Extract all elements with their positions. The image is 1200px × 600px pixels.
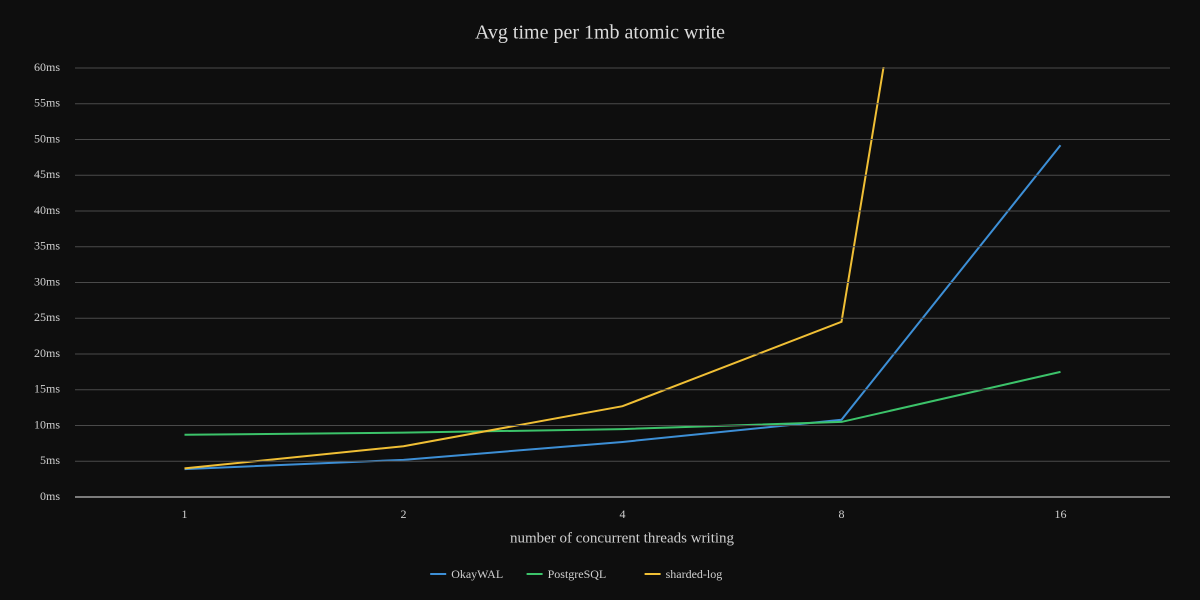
x-axis-label: number of concurrent threads writing: [510, 530, 735, 546]
y-tick-label: 20ms: [34, 346, 60, 360]
y-tick-label: 30ms: [34, 274, 60, 288]
y-tick-label: 0ms: [40, 489, 60, 503]
y-tick-label: 35ms: [34, 239, 60, 253]
y-tick-label: 50ms: [34, 131, 60, 145]
y-tick-label: 45ms: [34, 167, 60, 181]
y-tick-label: 5ms: [40, 453, 60, 467]
y-tick-label: 10ms: [34, 417, 60, 431]
x-tick-label: 4: [620, 507, 626, 521]
y-tick-label: 55ms: [34, 96, 60, 110]
x-tick-label: 2: [401, 507, 407, 521]
x-tick-label: 16: [1055, 507, 1067, 521]
x-tick-label: 1: [182, 507, 188, 521]
legend-label: sharded-log: [666, 567, 723, 581]
legend-label: PostgreSQL: [548, 567, 607, 581]
y-tick-label: 15ms: [34, 382, 60, 396]
series-line: [184, 144, 1062, 471]
x-tick-label: 8: [839, 507, 845, 521]
chart-title: Avg time per 1mb atomic write: [475, 22, 725, 44]
y-tick-label: 40ms: [34, 203, 60, 217]
y-tick-label: 60ms: [34, 60, 60, 74]
plot-area: [184, 67, 1062, 471]
legend-label: OkayWAL: [451, 567, 503, 581]
series-line: [184, 67, 885, 470]
y-tick-label: 25ms: [34, 310, 60, 324]
series-line: [184, 370, 1061, 436]
